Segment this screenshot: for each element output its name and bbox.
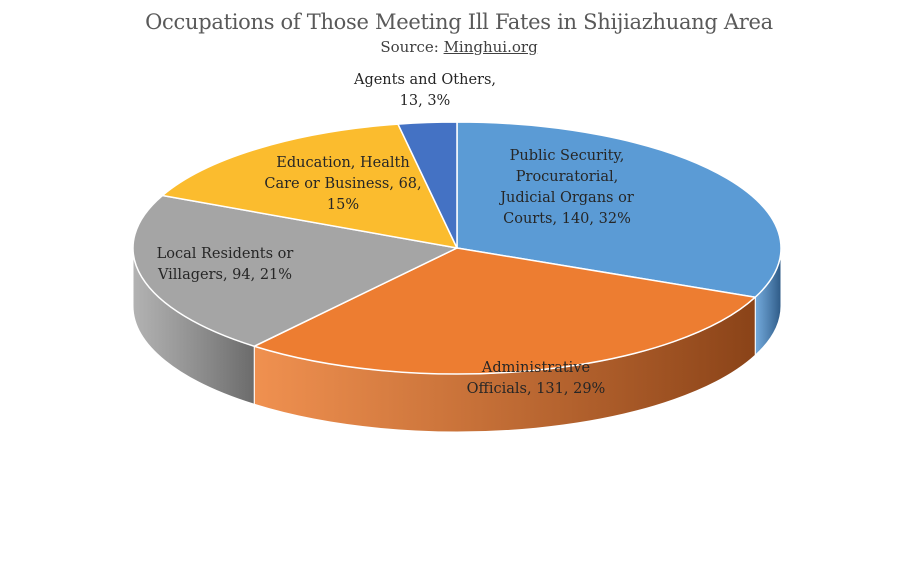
pie-slice-label-2: Local Residents or Villagers, 94, 21% (157, 246, 294, 283)
pie-slice-4[interactable] (397, 121, 458, 249)
pie-slice-label-line: Agents and Others, (353, 72, 496, 88)
pie-slice-0[interactable] (456, 121, 782, 298)
source-link[interactable]: Minghui.org (443, 38, 538, 56)
pie-slice-label-line: Villagers, 94, 21% (157, 267, 292, 283)
pie-slice-label-line: Administrative (481, 360, 590, 376)
pie-slice-label-line: Officials, 131, 29% (467, 381, 606, 397)
pie-slice-label-line: 15% (327, 197, 359, 213)
pie-slice-label-1: Administrative Officials, 131, 29% (467, 360, 606, 397)
chart-title: Occupations of Those Meeting Ill Fates i… (145, 10, 773, 34)
pie-slice-label-line: Procuratorial, (516, 169, 618, 185)
pie-slice-label-line: 13, 3% (400, 93, 451, 109)
pie-slice-label-0: Public Security, Procuratorial, Judicial O… (498, 148, 634, 227)
pie-slice-label-line: Courts, 140, 32% (503, 211, 631, 227)
source-prefix: Source: (380, 38, 444, 56)
pie-slice-label-line: Education, Health (276, 155, 409, 171)
pie-slice-label-line: Local Residents or (157, 246, 294, 262)
pie-tops (132, 121, 782, 375)
pie-slice-3[interactable] (161, 123, 458, 249)
pie-slice-label-4: Agents and Others, 13, 3% (353, 72, 496, 109)
pie-slice-label-line: Public Security, (510, 148, 625, 164)
pie-slice-label-line: Care or Business, 68, (264, 176, 421, 192)
pie-labels: Public Security, Procuratorial, Judicial O… (157, 72, 634, 397)
pie-slice-label-line: Judicial Organs or (498, 190, 634, 206)
pie-slice-2[interactable] (132, 194, 458, 348)
pie-slice-label-3: Education, Health Care or Business, 68, 15… (264, 155, 421, 213)
pie-slice-1[interactable] (253, 247, 756, 375)
chart-subtitle: Source: Minghui.org (0, 38, 918, 56)
